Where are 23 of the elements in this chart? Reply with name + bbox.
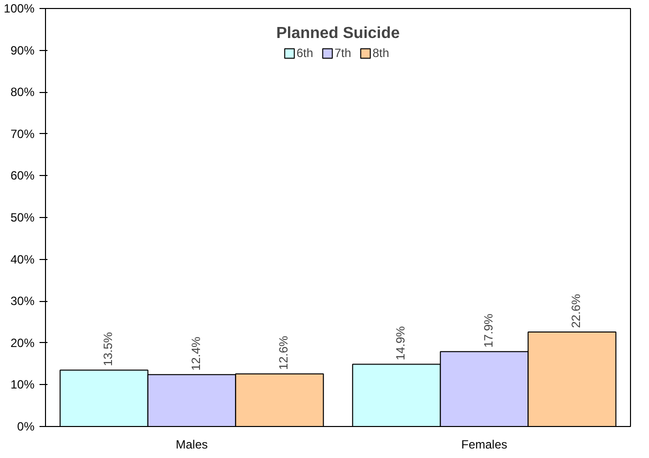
y-tick-label: 20% xyxy=(10,336,35,350)
legend-label: 8th xyxy=(372,46,390,60)
y-tick-label: 70% xyxy=(10,126,35,141)
data-label: 17.9% xyxy=(481,313,496,348)
text: Planned Suicide xyxy=(276,25,400,42)
data-label: 12.4% xyxy=(188,336,203,371)
y-tick-label: 60% xyxy=(10,168,35,183)
legend-label: 7th xyxy=(334,46,352,60)
legend-label: 6th xyxy=(296,46,314,60)
data-label: 12.6% xyxy=(276,335,290,370)
y-tick-label: 0% xyxy=(17,420,35,434)
y-tick-label: 50% xyxy=(10,210,35,224)
y-tick-label: 90% xyxy=(10,43,35,58)
y-tick-label: 100% xyxy=(4,2,35,16)
y-tick-label: 10% xyxy=(10,378,35,392)
y-tick-label: 40% xyxy=(10,252,35,266)
y-tick-label: 30% xyxy=(10,294,35,308)
x-tick-label: Females xyxy=(461,438,508,452)
data-label: 22.6% xyxy=(569,294,583,328)
data-label: 13.5% xyxy=(101,332,115,366)
data-label: 14.9% xyxy=(394,326,408,360)
x-tick-label: Males xyxy=(176,438,208,452)
y-tick-label: 80% xyxy=(10,85,35,100)
